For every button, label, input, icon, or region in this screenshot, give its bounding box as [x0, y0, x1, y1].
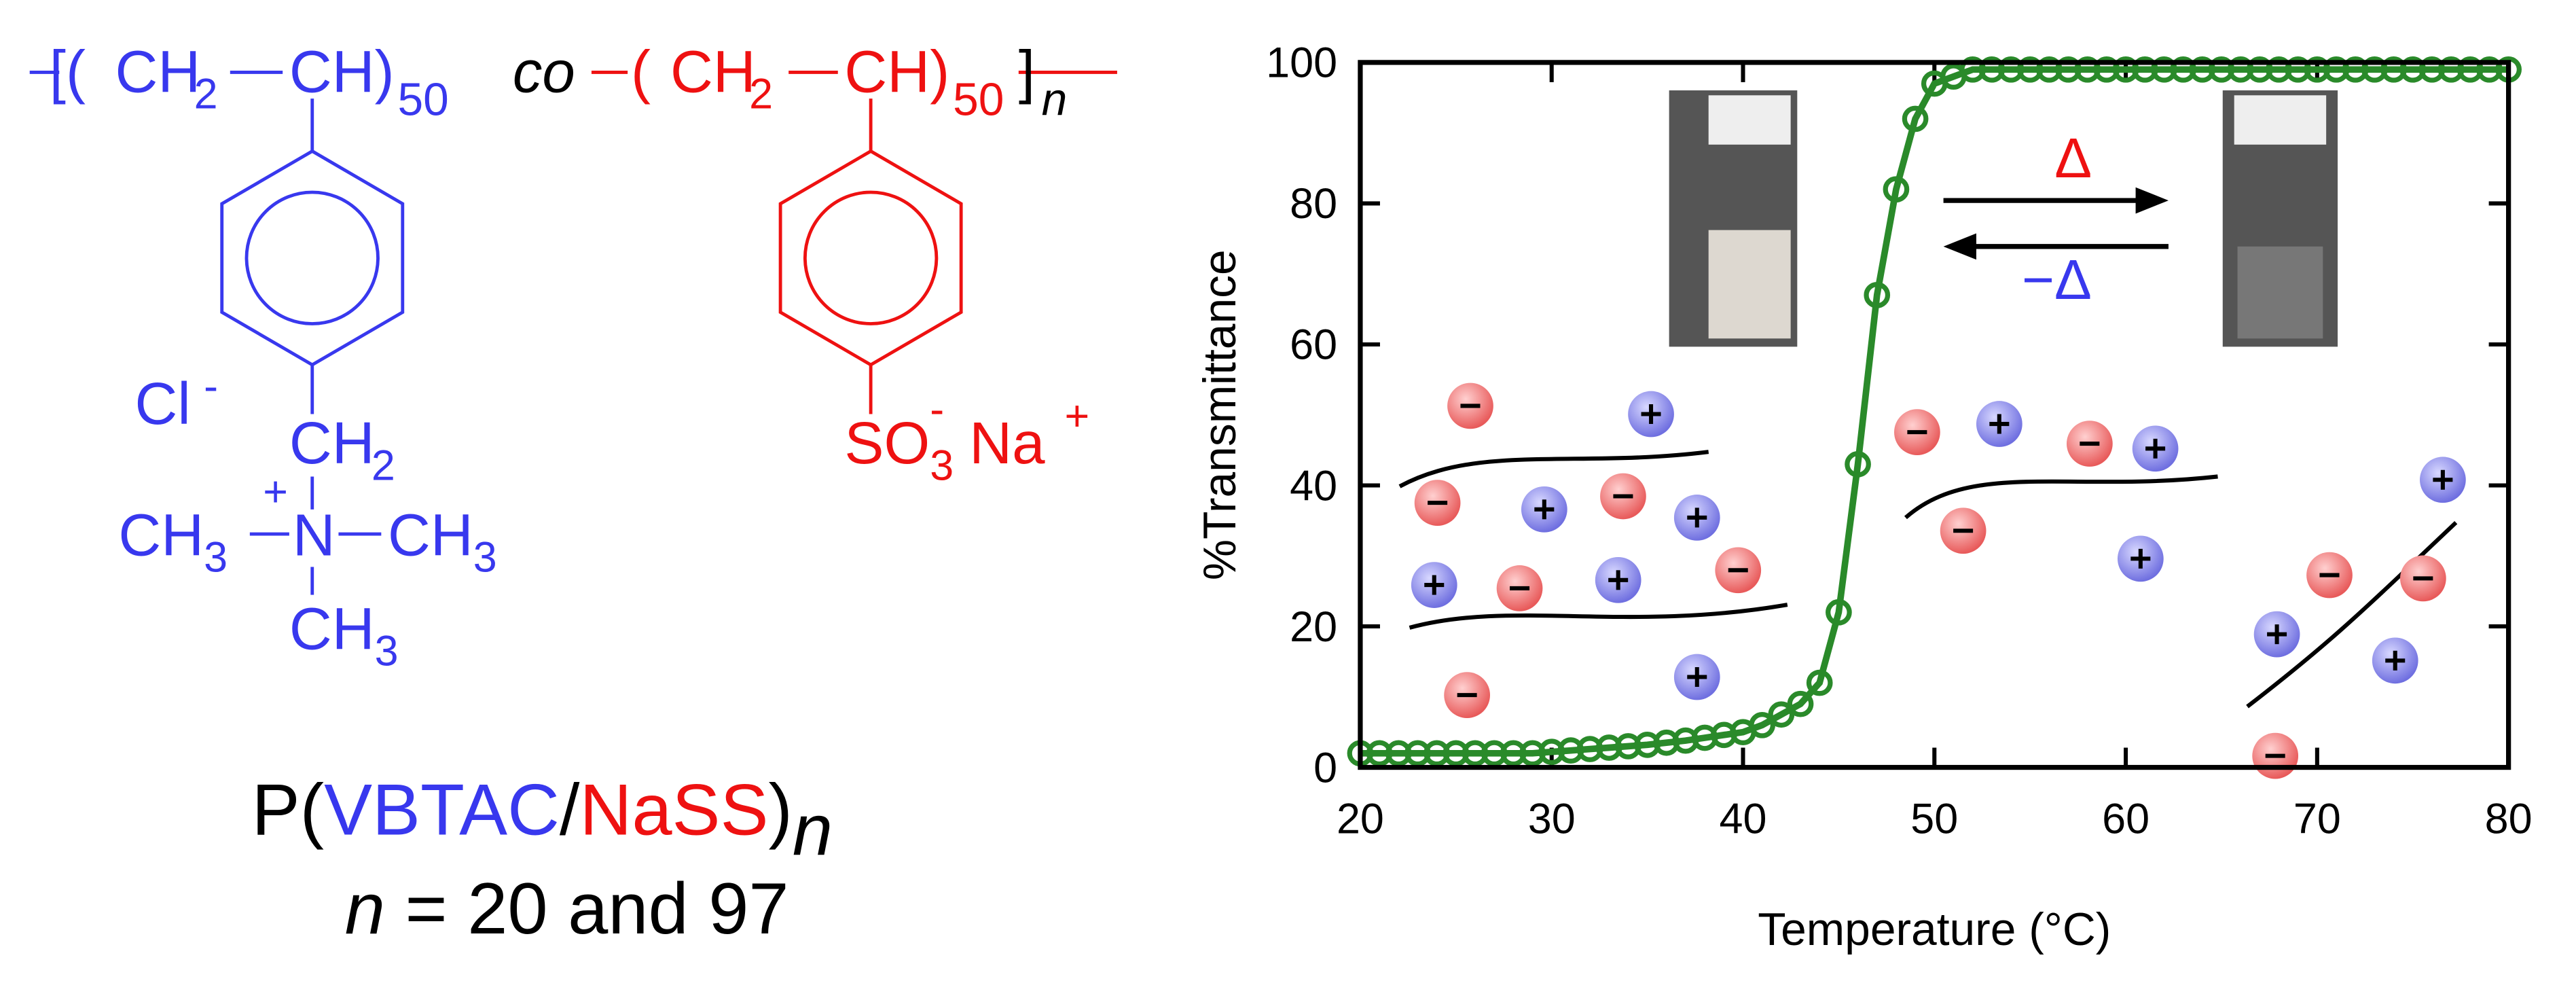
charge: -: [930, 386, 944, 433]
benzene: [220, 149, 405, 367]
name-part: VBTAC: [324, 770, 560, 851]
data-point: [1749, 711, 1776, 738]
subscript: 3: [473, 534, 497, 582]
subscript: 3: [930, 442, 954, 489]
vial-cap: [1708, 95, 1791, 145]
charge: -: [204, 363, 218, 410]
chain: [2246, 520, 2458, 709]
subscript: 2: [749, 71, 773, 118]
anion: SO 3 - Na +: [844, 371, 1089, 493]
name-part: NaSS: [580, 770, 769, 851]
subscript: 3: [204, 534, 228, 582]
name-part: ): [768, 770, 792, 851]
data-point: [1826, 599, 1852, 626]
chain: [1904, 474, 2218, 520]
subscript: 2: [194, 71, 218, 118]
x-tick-label: 40: [1720, 795, 1767, 842]
x-tick-label: 50: [1910, 795, 1958, 842]
x-tick-label: 20: [1337, 795, 1384, 842]
arrow-head: [2135, 187, 2169, 214]
y-axis-label: %Transmittance: [1195, 249, 1246, 580]
y-tick-label: 80: [1290, 180, 1337, 228]
bracket: (: [631, 39, 651, 105]
group: CH: [289, 410, 375, 476]
bracket: ]: [1019, 39, 1035, 105]
benzene-ring: [244, 190, 380, 325]
bracket: ): [930, 39, 949, 105]
structure: [( CH 2 CH ) 50 co ( CH 2 CH ) 50 ] n Cl…: [29, 39, 1117, 949]
group: CH: [115, 39, 201, 105]
benzene: [778, 149, 963, 367]
benzene-ring: [803, 190, 939, 325]
group: SO: [844, 410, 930, 476]
cation: Cl - CH 2 + N CH 3 CH 3 CH 3: [118, 348, 513, 675]
series-line: [1360, 66, 2509, 757]
subscript: 50: [953, 74, 1004, 125]
n: n: [345, 868, 385, 949]
group: CH: [670, 39, 756, 105]
arrow-head: [1943, 233, 1976, 260]
subscript: 2: [371, 442, 395, 489]
subscript: n: [793, 789, 833, 870]
heating-label: Δ: [2054, 128, 2092, 190]
insets: Δ −Δ: [1398, 90, 2466, 779]
polymer-name: P(VBTAC/NaSS)n: [252, 770, 833, 870]
group: CH: [388, 503, 473, 569]
data-point: [1806, 669, 1833, 696]
group: CH: [289, 39, 375, 105]
data-point: [1883, 176, 1910, 203]
backbone: [( CH 2 CH ) 50 co ( CH 2 CH ) 50 ] n: [50, 39, 1068, 128]
data-point: [1768, 701, 1795, 728]
vial-liquid: [1708, 230, 1791, 339]
data-point: [1845, 451, 1871, 478]
group: CH: [289, 596, 375, 662]
subscript: 3: [375, 628, 399, 675]
charge: +: [263, 468, 288, 516]
sodium: Na: [969, 410, 1045, 476]
y-tick-label: 60: [1290, 321, 1337, 369]
data-point: [1902, 105, 1929, 132]
data-point: [1787, 690, 1814, 717]
y-tick-label: 40: [1290, 462, 1337, 510]
name-part: /: [560, 770, 580, 851]
subscript: 50: [398, 74, 449, 125]
co: co: [513, 39, 575, 105]
x-tick-label: 70: [2293, 795, 2341, 842]
group: CH: [844, 39, 930, 105]
cooling-label: −Δ: [2022, 249, 2092, 311]
name-part: P(: [252, 770, 324, 851]
x-axis-label: Temperature (°C): [1758, 904, 2111, 955]
x-tick-label: 80: [2485, 795, 2533, 842]
x-tick-label: 60: [2102, 795, 2149, 842]
y-tick-label: 0: [1313, 744, 1337, 791]
degree: n = 20 and 97: [345, 868, 789, 949]
y-tick-label: 20: [1290, 603, 1337, 651]
degree-values: = 20 and 97: [385, 868, 789, 949]
y-tick-label: 100: [1266, 39, 1337, 87]
charge: +: [1065, 393, 1090, 440]
bracket: [(: [50, 39, 86, 105]
chain: [1398, 450, 1709, 488]
subscript: n: [1042, 74, 1068, 125]
chloride: Cl: [135, 371, 191, 437]
chain: [1409, 603, 1788, 630]
nitrogen: N: [293, 503, 335, 569]
x-tick-label: 30: [1528, 795, 1576, 842]
data-point: [1864, 281, 1891, 308]
plot-frame: [1358, 60, 2511, 770]
vial-cap: [2234, 95, 2327, 145]
vial-liquid: [2237, 246, 2323, 339]
group: CH: [118, 503, 204, 569]
bracket: ): [375, 39, 395, 105]
